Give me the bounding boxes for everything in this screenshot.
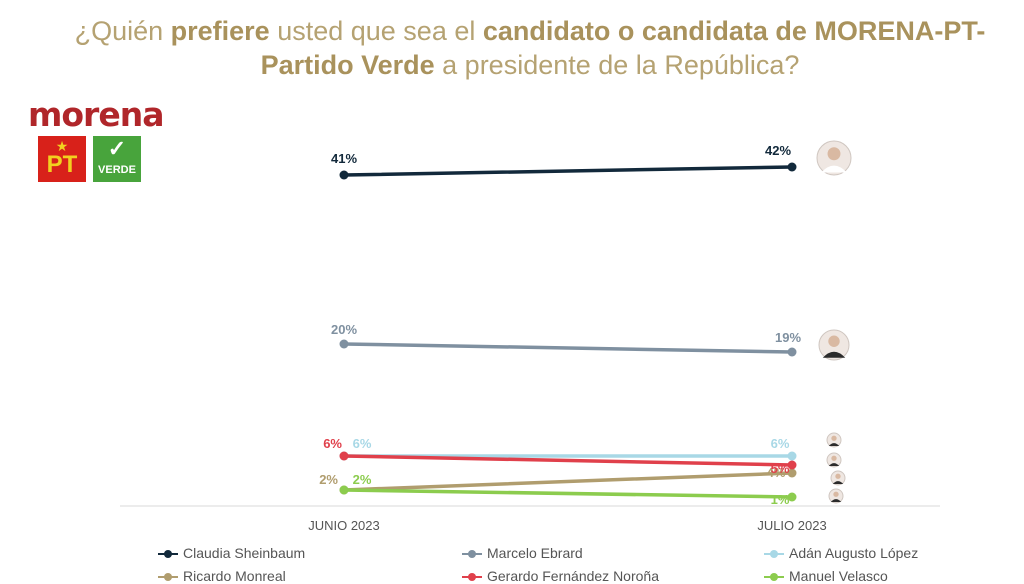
candidate-photo-face <box>835 473 841 479</box>
data-label: 1% <box>771 492 790 507</box>
series-line <box>342 454 794 467</box>
data-point <box>339 451 349 461</box>
title-part-1: ¿Quién <box>74 16 171 46</box>
candidate-photo-face <box>831 435 837 441</box>
series-line <box>342 488 794 499</box>
title-part-5: a presidente de la República? <box>434 50 800 80</box>
data-point <box>787 347 797 357</box>
title-part-3: usted que sea el <box>269 16 483 46</box>
data-label: 2% <box>353 472 372 487</box>
party-logos: morena ★ PT ✓ VERDE <box>26 96 164 191</box>
x-tick-label: JUNIO 2023 <box>308 518 380 533</box>
data-point <box>787 492 797 502</box>
series-line <box>342 471 794 492</box>
title-part-2: prefiere <box>170 16 270 46</box>
star-icon: ★ <box>55 138 69 154</box>
series-line <box>342 165 794 177</box>
data-point <box>787 468 797 478</box>
data-label: 2% <box>319 472 338 487</box>
x-tick-label: JULIO 2023 <box>757 518 826 533</box>
candidate-photo-body <box>830 499 842 502</box>
candidate-photo-face <box>827 147 841 161</box>
series-line <box>342 342 794 354</box>
pt-logo: ★ PT <box>38 136 86 182</box>
candidate-photo-face <box>833 491 839 497</box>
candidate-photo-body <box>821 165 847 173</box>
candidate-photo-face <box>831 455 837 461</box>
data-label: 6% <box>771 436 790 451</box>
candidate-photo-body <box>822 351 846 358</box>
data-point <box>339 339 349 349</box>
data-label: 42% <box>765 143 791 158</box>
data-point <box>787 162 797 172</box>
data-label: 6% <box>323 436 342 451</box>
candidate-photo-body <box>828 443 840 446</box>
data-label: 5% <box>771 461 790 476</box>
verde-logo-text: VERDE <box>98 164 136 176</box>
data-point <box>787 460 797 470</box>
candidate-photo-body <box>832 481 844 484</box>
data-point <box>787 451 797 461</box>
verde-logo: ✓ VERDE <box>93 136 141 182</box>
data-label: 20% <box>331 322 357 337</box>
data-point <box>339 170 349 180</box>
toucan-icon: ✓ <box>107 136 127 161</box>
morena-logo: morena <box>28 95 164 134</box>
candidate-photo-body <box>828 463 840 466</box>
data-label: 6% <box>353 436 372 451</box>
data-label: 19% <box>775 330 801 345</box>
candidate-photo-face <box>828 335 840 347</box>
data-point <box>339 485 349 495</box>
data-label: 41% <box>331 151 357 166</box>
title-part-4: candidato o candidata de MORENA-PT-Parti… <box>260 16 986 80</box>
chart-title: ¿Quién prefiere usted que sea el candida… <box>60 14 1000 82</box>
data-label: 4% <box>767 465 786 480</box>
pt-logo-text: PT <box>46 151 78 178</box>
